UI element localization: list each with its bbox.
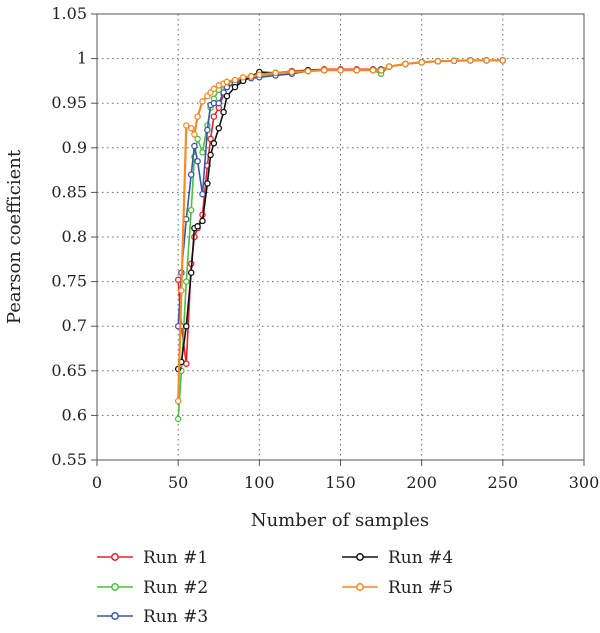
legend-label-run-2: Run #2 (143, 578, 208, 598)
data-point-run-4 (194, 223, 201, 230)
data-point-run-5 (353, 66, 360, 74)
y-tick-label: 0.9 (62, 138, 87, 157)
x-tick-label: 250 (488, 473, 519, 492)
data-point-run-5 (183, 122, 190, 129)
data-point-run-4 (207, 151, 214, 159)
data-point-run-5 (199, 98, 206, 105)
data-point-run-5 (402, 60, 409, 68)
data-point-run-5 (304, 67, 312, 75)
data-point-run-5 (174, 397, 182, 405)
data-point-run-1 (210, 113, 218, 120)
data-point-run-5 (418, 58, 425, 66)
data-point-run-5 (239, 74, 247, 81)
data-point-run-5 (499, 57, 507, 64)
y-axis-title: Pearson coefficient (4, 149, 25, 324)
data-point-run-5 (467, 57, 474, 64)
data-point-run-5 (194, 113, 201, 120)
data-point-run-5 (337, 66, 344, 74)
y-tick-label: 1.05 (51, 4, 87, 23)
data-point-run-4 (210, 140, 218, 147)
data-point-run-1 (174, 276, 182, 284)
legend-item-run-4: Run #4 (342, 548, 453, 568)
y-tick-label: 0.8 (62, 227, 87, 246)
data-point-run-5 (377, 66, 385, 74)
y-tick-label: 0.65 (51, 361, 87, 380)
x-tick-label: 50 (168, 473, 188, 492)
y-tick-label: 0.95 (51, 93, 87, 112)
x-axis-title: Number of samples (251, 510, 429, 531)
legend-item-run-1: Run #1 (97, 548, 208, 568)
data-point-run-3 (204, 126, 211, 134)
x-tick-label: 200 (406, 473, 437, 492)
data-point-run-5 (369, 66, 377, 74)
y-tick-label: 0.7 (62, 316, 87, 335)
data-point-run-3 (194, 157, 201, 165)
y-tick-label: 1 (77, 49, 87, 68)
data-point-run-5 (223, 78, 231, 86)
data-point-run-4 (199, 217, 206, 225)
data-point-run-4 (231, 83, 239, 91)
y-tick-label: 0.6 (62, 405, 87, 424)
data-point-run-3 (191, 142, 198, 150)
y-tick-label: 0.75 (51, 272, 87, 291)
grid-layer (97, 14, 584, 460)
data-point-run-3 (215, 99, 223, 107)
legend-marker-run-4 (356, 553, 364, 561)
data-point-run-5 (272, 69, 279, 77)
data-point-run-5 (178, 287, 185, 294)
legend-label-run-1: Run #1 (143, 548, 208, 568)
data-point-run-2 (174, 415, 182, 423)
series-layer (174, 57, 507, 423)
tick-labels: 0 50 100 150 200 250 300 0.55 0.6 0.65 0.7 0.75 0.8 0… (51, 4, 599, 492)
series-line-run-1 (177, 59, 503, 365)
data-point-run-2 (194, 135, 201, 143)
data-point-run-5 (187, 124, 195, 132)
legend-item-run-5: Run #5 (342, 578, 453, 598)
y-tick-label: 0.55 (51, 450, 87, 469)
y-tick-label: 0.85 (51, 182, 87, 201)
data-point-run-2 (187, 206, 195, 214)
data-point-run-3 (187, 171, 195, 178)
legend-marker-run-1 (111, 553, 119, 561)
legend-marker-run-3 (111, 612, 119, 620)
data-point-run-4 (215, 124, 223, 132)
x-tick-label: 0 (92, 473, 102, 492)
data-point-run-1 (207, 135, 214, 143)
data-point-run-5 (434, 58, 442, 65)
legend-item-run-2: Run #2 (97, 578, 208, 598)
data-point-run-5 (247, 73, 255, 80)
data-point-run-5 (385, 63, 393, 70)
legend-marker-run-5 (356, 583, 364, 591)
x-tick-label: 150 (325, 473, 356, 492)
data-point-run-4 (223, 92, 231, 100)
x-tick-label: 100 (244, 473, 275, 492)
legend-item-run-3: Run #3 (97, 607, 208, 627)
plot-frame (96, 13, 585, 461)
data-point-run-5 (288, 68, 296, 76)
legend-label-run-5: Run #5 (388, 578, 453, 598)
data-point-run-5 (483, 57, 490, 64)
ticks-layer (91, 13, 585, 466)
data-point-run-4 (183, 322, 190, 330)
legend-marker-run-2 (111, 583, 119, 591)
data-point-run-5 (231, 76, 239, 84)
data-point-run-4 (220, 108, 227, 116)
legend-label-run-4: Run #4 (388, 548, 453, 568)
x-tick-label: 300 (569, 473, 600, 492)
data-point-run-2 (183, 278, 190, 285)
data-point-run-5 (450, 57, 458, 65)
data-point-run-4 (204, 180, 211, 187)
data-point-run-3 (199, 190, 206, 198)
data-point-run-5 (191, 131, 198, 138)
data-point-run-2 (199, 149, 206, 156)
data-point-run-5 (321, 66, 328, 74)
data-point-run-5 (256, 71, 263, 78)
data-point-run-4 (187, 269, 195, 276)
legend: Run #1 Run #2 Run #3 Run #4 Run #5 (97, 548, 453, 627)
series-run-5 (174, 57, 507, 405)
legend-label-run-3: Run #3 (143, 607, 208, 627)
data-point-run-5 (210, 85, 218, 93)
